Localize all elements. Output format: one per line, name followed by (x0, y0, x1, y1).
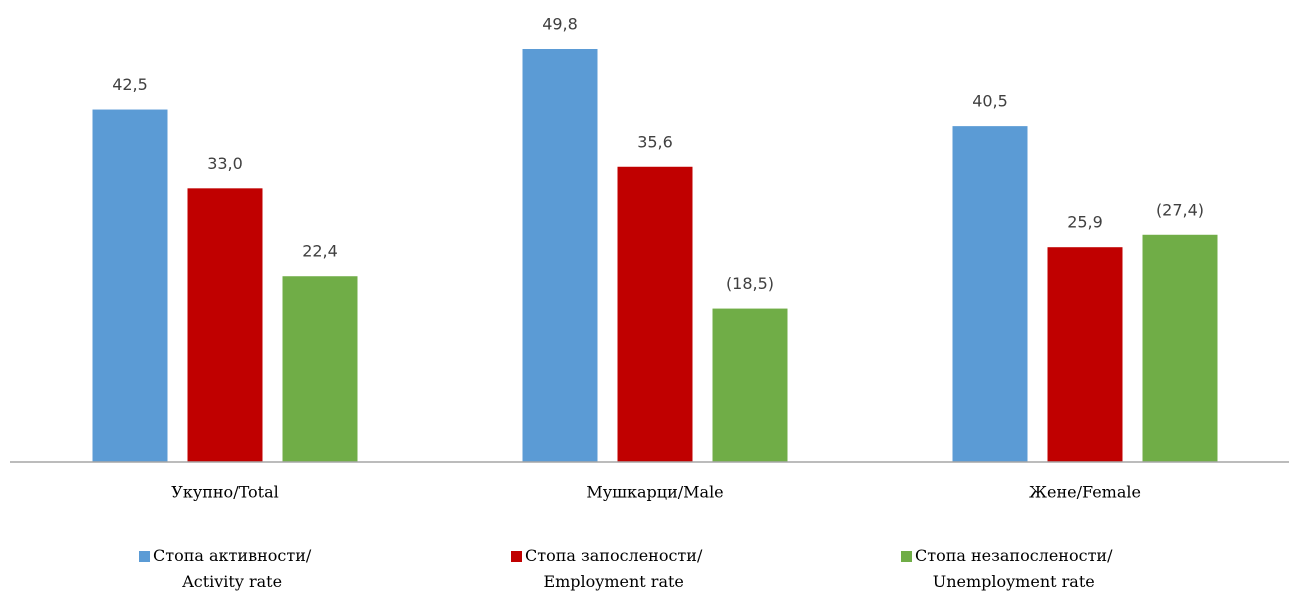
data-label: 40,5 (972, 92, 1008, 111)
data-label: 42,5 (112, 75, 148, 94)
bar (282, 276, 358, 462)
legend-item: Стопа запослености/ Employment rate (511, 543, 702, 595)
legend-swatch (139, 551, 150, 562)
bar (1142, 234, 1218, 462)
legend-label: Стопа запослености/ Employment rate (525, 546, 703, 591)
data-label: (18,5) (726, 274, 774, 293)
legend-label: Стопа незапослености/ Unemployment rate (915, 546, 1113, 591)
bar (187, 188, 263, 462)
bar (712, 308, 788, 462)
bar (1047, 247, 1123, 462)
bar (522, 49, 598, 462)
bar (952, 126, 1028, 463)
bar (617, 166, 693, 462)
x-tick-label: Мушкарци/Male (586, 483, 723, 502)
data-label: 22,4 (302, 242, 338, 261)
legend-label: Стопа активности/ Activity rate (153, 546, 312, 591)
legend-item: Стопа активности/ Activity rate (139, 543, 311, 595)
legend-swatch (511, 551, 522, 562)
x-tick-label: Жене/Female (1029, 483, 1141, 502)
data-label: 49,8 (542, 15, 578, 34)
x-tick-label: Укупно/Total (171, 483, 278, 502)
data-label: 35,6 (637, 132, 673, 151)
data-label: (27,4) (1156, 200, 1204, 219)
data-label: 25,9 (1067, 213, 1103, 232)
data-label: 33,0 (207, 154, 243, 173)
legend-item: Стопа незапослености/ Unemployment rate (901, 543, 1112, 595)
legend-swatch (901, 551, 912, 562)
bar (92, 109, 168, 462)
